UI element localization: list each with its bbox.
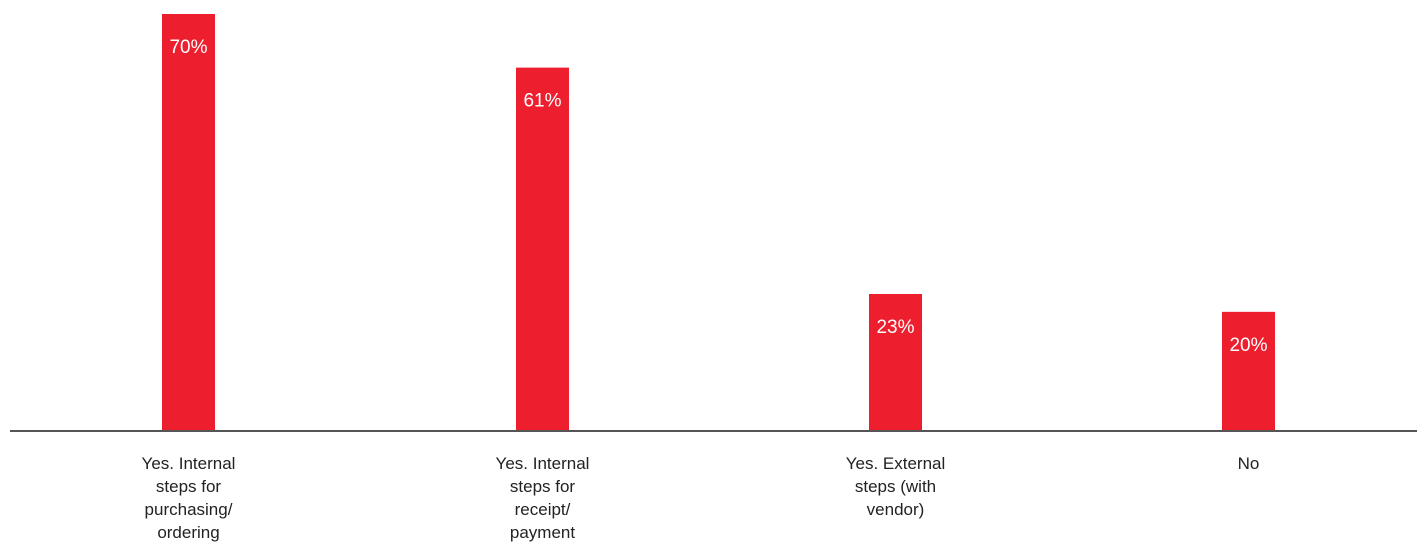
bar-value-label-1: 70% bbox=[169, 37, 207, 58]
bar-4 bbox=[1222, 311, 1275, 431]
bars-group: 70% 61% 23% 20% bbox=[162, 14, 1275, 431]
bar-value-label-4: 20% bbox=[1229, 335, 1267, 356]
category-label-line: steps (with bbox=[855, 477, 936, 496]
category-label-line: steps for bbox=[156, 477, 222, 496]
bar-value-label-3: 23% bbox=[876, 317, 914, 338]
category-labels-group: Yes. Internal steps for purchasing/orderin… bbox=[142, 454, 1260, 542]
category-label-line: steps for bbox=[510, 477, 576, 496]
bar-2 bbox=[516, 67, 569, 431]
bar-1 bbox=[162, 14, 215, 431]
category-label-line: Yes. Internal bbox=[496, 454, 590, 473]
category-label-line: payment bbox=[510, 523, 575, 542]
category-label-1: Yes. Internal steps for purchasing/orderin… bbox=[142, 454, 236, 542]
category-label-4: No bbox=[1238, 454, 1260, 473]
category-label-line: ordering bbox=[157, 523, 219, 542]
category-label-3: Yes. External steps (with vendor) bbox=[846, 454, 946, 519]
category-label-line: vendor) bbox=[867, 500, 925, 519]
category-label-line: Yes. External bbox=[846, 454, 946, 473]
bar-value-label-2: 61% bbox=[523, 91, 561, 112]
category-label-line: Yes. Internal bbox=[142, 454, 236, 473]
category-label-line: No bbox=[1238, 454, 1260, 473]
bar-3 bbox=[869, 293, 922, 431]
category-label-line: purchasing/ bbox=[145, 500, 233, 519]
category-label-line: receipt/ bbox=[515, 500, 571, 519]
category-label-2: Yes. Internal steps for receipt/payment bbox=[496, 454, 590, 542]
